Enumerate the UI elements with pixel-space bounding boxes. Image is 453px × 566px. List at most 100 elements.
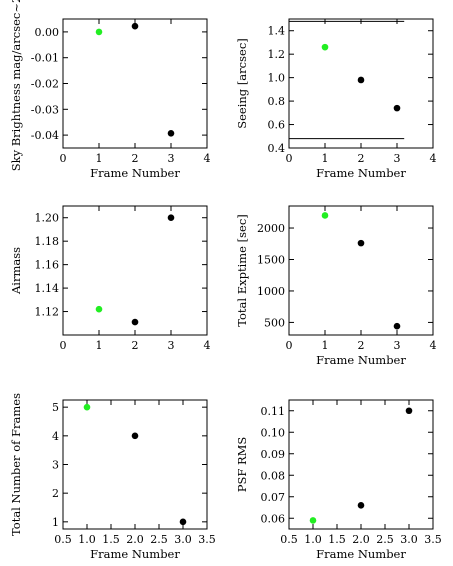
- y-axis-label: Total Exptime [sec]: [235, 214, 249, 327]
- x-tick-label: 1: [322, 152, 329, 165]
- data-point: [309, 517, 317, 524]
- y-tick-label: 0.8: [268, 95, 286, 108]
- x-tick-label: 3.0: [174, 533, 192, 546]
- data-point: [95, 305, 103, 313]
- y-tick-label: 0.6: [268, 119, 286, 132]
- data-point: [131, 22, 139, 30]
- y-tick-label: 1.4: [268, 25, 286, 38]
- y-tick-label: 1: [52, 516, 59, 529]
- y-axis-label: Total Number of Frames: [9, 393, 23, 536]
- panel-sky-brightness: Sky Brightness mag/arcsec~2 Frame Number…: [9, 0, 211, 180]
- y-tick-label: -0.03: [31, 103, 59, 116]
- panel-number-of-frames: Total Number of Frames Frame Number 0.5 1…: [9, 393, 216, 561]
- x-axis-label: Frame Number: [90, 166, 180, 180]
- x-tick-label: 3.5: [198, 533, 216, 546]
- x-tick-label: 2.0: [352, 533, 370, 546]
- panel-total-exptime: Total Exptime [sec] Frame Number 0 1 2 3 4 50…: [235, 205, 437, 367]
- x-tick-label: 2: [358, 339, 365, 352]
- y-tick-label: -0.04: [31, 129, 59, 142]
- x-tick-label: 4: [204, 152, 211, 165]
- x-tick-label: 1: [96, 339, 103, 352]
- x-tick-label: 2.5: [376, 533, 394, 546]
- y-axis-label: Sky Brightness mag/arcsec~2: [9, 0, 23, 171]
- x-tick-label: 2.5: [150, 533, 168, 546]
- data-point: [321, 43, 329, 51]
- y-tick-label: 1500: [257, 253, 285, 266]
- y-axis-label: Seeing [arcsec]: [235, 38, 249, 129]
- y-tick-label: 3: [52, 459, 59, 472]
- data-point: [179, 518, 187, 526]
- y-tick-label: 1.18: [35, 235, 60, 248]
- data-point: [167, 129, 175, 137]
- y-tick-label: 1.20: [35, 212, 60, 225]
- y-tick-label: 1.0: [268, 72, 286, 85]
- x-tick-label: 1.5: [328, 533, 346, 546]
- x-tick-label: 4: [430, 152, 437, 165]
- plot-frame: [62, 205, 208, 336]
- data-point: [167, 214, 175, 222]
- y-axis-label: PSF RMS: [235, 437, 249, 493]
- x-tick-label: 1.5: [102, 533, 120, 546]
- plot-frame: [288, 18, 434, 149]
- x-tick-label: 1.0: [78, 533, 96, 546]
- y-tick-label: 1.16: [35, 259, 60, 272]
- y-tick-label: 0.06: [261, 512, 286, 525]
- data-point: [405, 407, 413, 415]
- panel-seeing: Seeing [arcsec] Frame Number 0 1 2 3 4 0.4 0.6…: [235, 18, 437, 180]
- y-tick-label: 0.00: [35, 26, 60, 39]
- y-tick-label: 2: [52, 487, 59, 500]
- x-tick-label: 0: [286, 339, 293, 352]
- x-tick-label: 0.5: [280, 533, 298, 546]
- x-tick-label: 2: [132, 152, 139, 165]
- x-tick-label: 0.5: [54, 533, 72, 546]
- panel-airmass: Airmass 0 1 2 3 4 1.12 1.14 1.16 1.18 1.20: [9, 205, 211, 352]
- x-tick-label: 3: [168, 152, 175, 165]
- y-tick-label: 5: [52, 401, 59, 414]
- y-tick-label: 0.10: [261, 426, 286, 439]
- panel-psf-rms: PSF RMS Frame Number 0.5 1.0 1.5 2.0 2.5 3.0 3…: [235, 399, 442, 561]
- y-axis-label: Airmass: [9, 247, 23, 295]
- x-tick-label: 3: [394, 152, 401, 165]
- data-point: [321, 212, 329, 219]
- x-tick-label: 4: [430, 339, 437, 352]
- y-tick-label: 1000: [257, 285, 285, 298]
- data-point: [357, 239, 365, 247]
- x-tick-label: 0: [60, 339, 67, 352]
- x-tick-label: 2: [358, 152, 365, 165]
- y-tick-label: 0.07: [261, 491, 286, 504]
- x-tick-label: 3.5: [424, 533, 442, 546]
- x-tick-label: 3: [394, 339, 401, 352]
- x-tick-label: 4: [204, 339, 211, 352]
- x-tick-label: 2.0: [126, 533, 144, 546]
- y-tick-label: -0.02: [31, 78, 59, 91]
- x-axis-label: Frame Number: [316, 353, 406, 367]
- x-axis-label: Frame Number: [316, 166, 406, 180]
- data-point: [95, 28, 103, 36]
- y-tick-label: 500: [264, 316, 285, 329]
- y-tick-label: 1.12: [35, 306, 60, 319]
- plot-frame: [288, 205, 434, 336]
- x-axis-label: Frame Number: [90, 547, 180, 561]
- x-tick-label: 1: [96, 152, 103, 165]
- y-tick-label: 1.2: [268, 48, 286, 61]
- x-tick-label: 1: [322, 339, 329, 352]
- y-tick-label: 0.4: [268, 142, 286, 155]
- y-tick-label: 4: [52, 430, 59, 443]
- y-tick-label: 2000: [257, 222, 285, 235]
- data-point: [83, 403, 91, 411]
- plot-frame: [288, 399, 434, 530]
- x-tick-label: 0: [286, 152, 293, 165]
- x-tick-label: 1.0: [304, 533, 322, 546]
- x-axis-label: Frame Number: [316, 547, 406, 561]
- x-tick-label: 0: [60, 152, 67, 165]
- data-point: [393, 104, 401, 112]
- plot-frame: [62, 399, 208, 530]
- y-tick-label: -0.01: [31, 52, 59, 65]
- y-tick-label: 0.09: [261, 448, 286, 461]
- x-tick-label: 3.0: [400, 533, 418, 546]
- x-tick-label: 2: [132, 339, 139, 352]
- y-tick-label: 0.11: [261, 405, 286, 418]
- y-tick-label: 1.14: [35, 282, 60, 295]
